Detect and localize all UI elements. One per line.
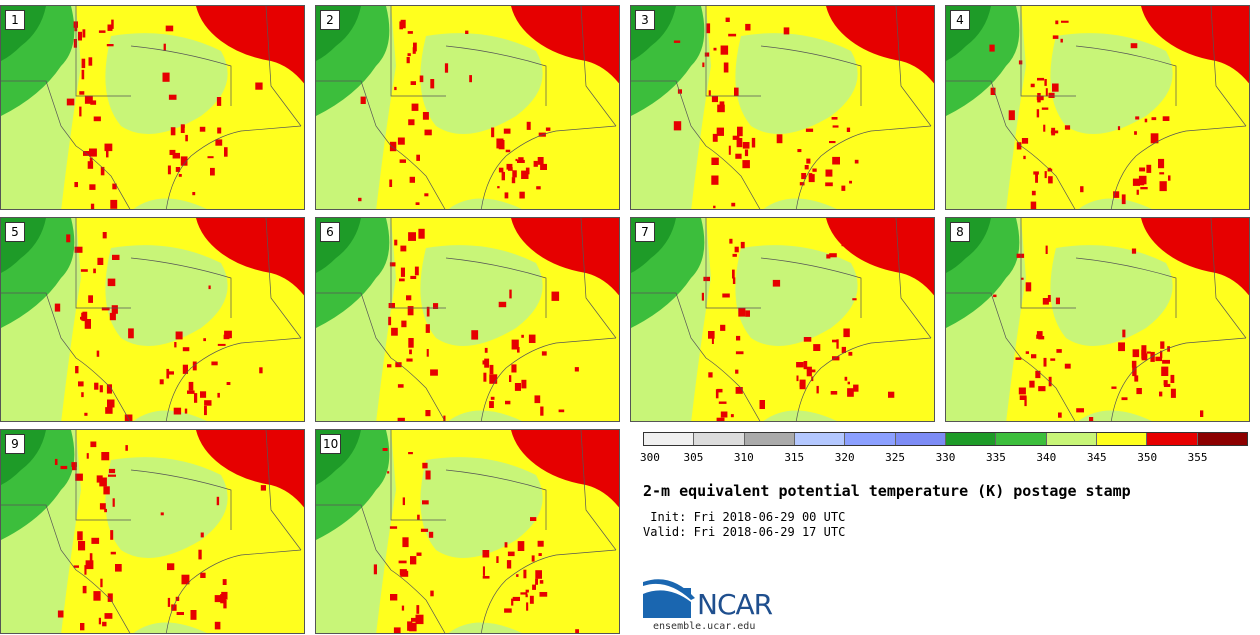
colorbar-tick-label: 305 bbox=[683, 451, 704, 464]
member-panel: 10 bbox=[315, 429, 620, 634]
colorbar-segment bbox=[744, 433, 795, 445]
colorbar-segment bbox=[1046, 433, 1097, 445]
member-panel: 5 bbox=[0, 217, 305, 422]
map-title: 2-m equivalent potential temperature (K)… bbox=[643, 482, 1131, 500]
temperature-map bbox=[946, 218, 1249, 421]
colorbar-tick-label: 330 bbox=[935, 451, 956, 464]
temperature-map bbox=[1, 6, 304, 209]
ncar-logo-text: NCAR bbox=[697, 588, 773, 621]
member-number: 7 bbox=[635, 222, 655, 242]
colorbar-tick-label: 310 bbox=[733, 451, 754, 464]
colorbar-tick-label: 350 bbox=[1137, 451, 1158, 464]
member-number: 9 bbox=[5, 434, 25, 454]
member-number: 3 bbox=[635, 10, 655, 30]
colorbar-segment bbox=[1147, 433, 1198, 445]
colorbar-tick-label: 325 bbox=[885, 451, 906, 464]
member-panel: 4 bbox=[945, 5, 1250, 210]
member-panel: 8 bbox=[945, 217, 1250, 422]
temperature-map bbox=[631, 6, 934, 209]
colorbar-segment bbox=[845, 433, 896, 445]
member-panel: 9 bbox=[0, 429, 305, 634]
colorbar-tick-label: 355 bbox=[1187, 451, 1208, 464]
colorbar-ticks: 300 305 310 315 320 325 330 335 340 345 350 355 bbox=[640, 451, 1248, 465]
member-panel: 2 bbox=[315, 5, 620, 210]
member-panel: 7 bbox=[630, 217, 935, 422]
colorbar-segment bbox=[945, 433, 997, 445]
temperature-map bbox=[946, 6, 1249, 209]
valid-time: Valid: Fri 2018-06-29 17 UTC bbox=[643, 525, 846, 539]
colorbar-tick-label: 320 bbox=[834, 451, 855, 464]
member-number: 10 bbox=[320, 434, 342, 454]
member-number: 1 bbox=[5, 10, 25, 30]
colorbar-segment bbox=[1197, 433, 1247, 445]
temperature-map bbox=[1, 218, 304, 421]
temperature-map bbox=[316, 6, 619, 209]
colorbar bbox=[643, 432, 1248, 446]
member-panel: 3 bbox=[630, 5, 935, 210]
init-time: Init: Fri 2018-06-29 00 UTC bbox=[643, 510, 846, 524]
logo-url: ensemble.ucar.edu bbox=[653, 621, 756, 632]
member-number: 4 bbox=[950, 10, 970, 30]
colorbar-segment bbox=[794, 433, 846, 445]
colorbar-tick-label: 315 bbox=[784, 451, 805, 464]
ncar-logo-icon bbox=[643, 579, 695, 618]
colorbar-segment bbox=[694, 433, 745, 445]
member-number: 6 bbox=[320, 222, 340, 242]
temperature-map bbox=[316, 430, 619, 633]
colorbar-segment bbox=[1096, 433, 1148, 445]
member-panel: 6 bbox=[315, 217, 620, 422]
colorbar-tick-label: 300 bbox=[640, 451, 660, 464]
member-number: 8 bbox=[950, 222, 970, 242]
temperature-map bbox=[1, 430, 304, 633]
temperature-map bbox=[631, 218, 934, 421]
member-number: 2 bbox=[320, 10, 340, 30]
colorbar-tick-label: 340 bbox=[1036, 451, 1057, 464]
temperature-map bbox=[316, 218, 619, 421]
colorbar-segment bbox=[996, 433, 1047, 445]
colorbar-tick-label: 345 bbox=[1086, 451, 1107, 464]
member-number: 5 bbox=[5, 222, 25, 242]
colorbar-segment bbox=[644, 433, 695, 445]
colorbar-segment bbox=[895, 433, 946, 445]
member-panel: 1 bbox=[0, 5, 305, 210]
colorbar-tick-label: 335 bbox=[985, 451, 1006, 464]
